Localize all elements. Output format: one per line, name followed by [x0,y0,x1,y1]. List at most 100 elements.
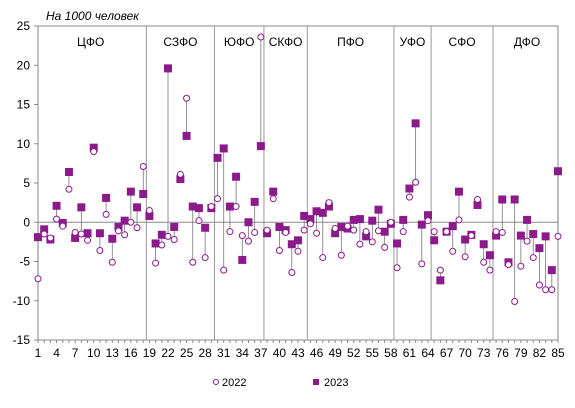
district-label: УФО [400,35,426,49]
point-2022 [220,266,228,274]
point-2023 [498,195,507,204]
point-2022 [443,228,451,236]
point-2023 [133,203,142,212]
point-2023 [126,187,135,196]
axes: -15 -10 -5 0 5 10 15 20 25 1 4 7 10 13 16 19 22 25 28 31 34 3… [13,19,565,360]
point-2023 [393,239,402,248]
legend-marker-2023 [313,379,319,385]
point-2022 [313,229,321,237]
point-2022 [467,232,475,240]
point-2022 [449,247,457,255]
point-2023 [547,266,556,275]
point-2022 [189,258,197,266]
point-2023 [510,195,519,204]
point-2022 [498,228,506,236]
point-2023 [269,187,278,196]
x-tick-label: 19 [143,346,157,360]
x-tick-label: 28 [198,346,212,360]
point-2022 [251,228,259,236]
point-2022 [356,240,364,248]
point-2022 [412,178,420,186]
point-2023 [170,222,179,231]
connector-lines [37,36,559,302]
point-2023 [139,189,148,198]
y-tick-label: 20 [17,58,31,72]
legend-marker-2022 [213,379,219,385]
point-2023 [256,142,265,151]
point-2022 [59,222,67,230]
point-2022 [486,266,494,274]
point-2022 [548,286,556,294]
point-2022 [517,262,525,270]
point-2023 [164,64,172,73]
point-2022 [387,218,395,226]
point-2022 [158,241,166,249]
point-2022 [114,227,122,235]
point-2022 [238,232,246,240]
point-2023 [399,215,408,224]
point-2023 [232,172,241,181]
point-2022 [362,228,370,236]
point-2022 [288,268,296,276]
y-tick-label: 10 [17,137,31,151]
point-2022 [214,195,222,203]
x-tick-label: 7 [72,346,79,360]
point-2022 [170,236,178,244]
point-2022 [337,251,345,259]
point-2023 [294,236,302,245]
point-2022 [77,230,85,238]
point-2023 [454,187,463,196]
point-2022 [424,217,432,225]
x-tick-label: 34 [236,346,250,360]
point-2023 [318,208,327,217]
x-tick-label: 64 [421,346,435,360]
point-2022 [164,232,172,240]
point-2023 [238,255,247,264]
point-2023 [219,144,228,153]
point-2022 [430,228,438,236]
y-tick-label: 0 [23,215,30,229]
x-tick-label: 22 [161,346,175,360]
point-2022 [65,185,73,193]
x-tick-label: 4 [53,346,60,360]
y-tick-label: 5 [23,176,30,190]
data-points [34,33,562,306]
district-label: ЮФО [224,35,255,49]
x-tick-label: 10 [87,346,101,360]
x-tick-label: 85 [551,346,565,360]
point-2022 [263,226,271,234]
point-2022 [34,275,42,283]
point-2022 [207,203,215,211]
point-2022 [201,254,209,262]
point-2022 [492,228,500,236]
point-2022 [282,228,290,236]
point-2022 [145,206,153,214]
x-tick-label: 79 [514,346,528,360]
point-2023 [52,201,61,210]
x-tick-label: 82 [533,346,547,360]
point-2022 [294,247,302,255]
x-tick-label: 40 [273,346,287,360]
point-2023 [448,222,457,231]
point-2023 [485,251,494,260]
point-2022 [176,170,184,178]
legend-label-2022: 2022 [222,377,246,389]
unit-label: На 1000 человек [46,9,140,23]
point-2023 [157,230,166,239]
district-label: ДФО [514,35,540,49]
point-2022 [257,33,265,41]
y-tick-label: 25 [17,19,31,33]
x-tick-label: 37 [254,346,268,360]
point-2022 [127,218,135,226]
point-2023 [374,205,383,214]
point-2022 [152,259,160,267]
district-separators: ЦФО СЗФО ЮФО СКФО ПФО УФО СФО ДФО [77,26,540,340]
point-2022 [504,261,512,269]
point-2022 [319,254,327,262]
point-2022 [108,258,116,266]
point-2022 [195,217,203,225]
point-2022 [226,228,234,236]
y-tick-label: -10 [13,294,31,308]
point-2022 [405,193,413,201]
point-2022 [399,228,407,236]
